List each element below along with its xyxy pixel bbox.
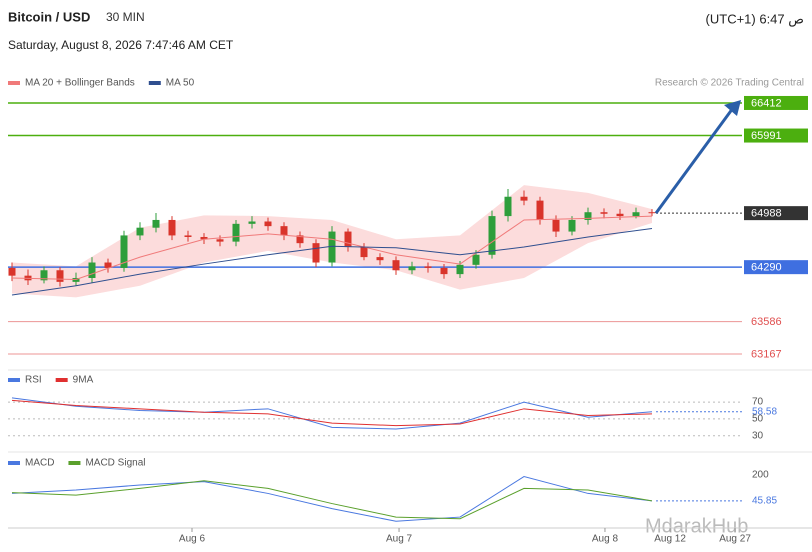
y-tick-label: 200 bbox=[752, 469, 769, 480]
candle-body bbox=[392, 260, 400, 271]
candle-body bbox=[472, 254, 480, 265]
legend-swatch bbox=[8, 378, 20, 382]
legend-swatch bbox=[8, 461, 20, 465]
candle-body bbox=[264, 221, 272, 227]
interval: 30 MIN bbox=[106, 10, 145, 24]
candle-body bbox=[504, 196, 512, 217]
price-level-label: 64988 bbox=[751, 208, 782, 220]
price-level-label: 63167 bbox=[751, 348, 782, 360]
legend-label: MA 50 bbox=[166, 78, 195, 89]
datetime: Saturday, August 8, 2026 7:47:46 AM CET bbox=[8, 38, 234, 52]
candle-body bbox=[456, 264, 464, 275]
candle-body bbox=[88, 262, 96, 278]
candle-body bbox=[136, 227, 144, 236]
x-tick-label: Aug 27 bbox=[719, 534, 751, 545]
x-tick-label: Aug 6 bbox=[179, 534, 206, 545]
legend-swatch bbox=[68, 461, 81, 465]
candle-body bbox=[424, 266, 432, 268]
candle-body bbox=[168, 219, 176, 236]
current-value-label: 58.58 bbox=[752, 406, 777, 417]
candle-body bbox=[616, 213, 624, 217]
candle-body bbox=[552, 219, 560, 232]
candle-body bbox=[584, 212, 592, 220]
legend-label: MA 20 + Bollinger Bands bbox=[25, 78, 135, 89]
candle-body bbox=[536, 200, 544, 220]
candle-body bbox=[408, 266, 416, 271]
candle-body bbox=[648, 212, 656, 214]
candle-body bbox=[328, 231, 336, 263]
candle-body bbox=[632, 212, 640, 217]
candle-body bbox=[152, 219, 160, 228]
candle-body bbox=[312, 243, 320, 263]
y-tick-label: 70 bbox=[752, 397, 764, 408]
candle-body bbox=[232, 223, 240, 242]
candle-body bbox=[280, 226, 288, 236]
watermark: MdarakHub bbox=[645, 515, 748, 537]
price-level-box bbox=[744, 206, 808, 221]
candle-body bbox=[216, 239, 224, 242]
candle-body bbox=[488, 216, 496, 255]
candle-body bbox=[376, 257, 384, 261]
legend-swatch bbox=[148, 81, 161, 85]
price-level-box bbox=[744, 128, 808, 143]
current-value-label: 45.85 bbox=[752, 496, 777, 507]
legend-label: MACD Signal bbox=[85, 458, 145, 469]
price-level-label: 63586 bbox=[751, 316, 782, 328]
candle-body bbox=[56, 270, 64, 282]
candle-body bbox=[440, 267, 448, 275]
price-level-label: 64290 bbox=[751, 262, 782, 274]
y-tick-label: 30 bbox=[752, 430, 764, 441]
indicator-line bbox=[11, 480, 653, 520]
candle-body bbox=[344, 231, 352, 248]
target-arrowhead bbox=[724, 99, 741, 116]
legend-swatch bbox=[8, 81, 20, 85]
legend-label: MACD bbox=[25, 458, 54, 469]
price-level-label: 66412 bbox=[751, 97, 782, 109]
indicator-line bbox=[11, 397, 653, 430]
x-tick-label: Aug 12 bbox=[654, 534, 686, 545]
candle-body bbox=[248, 221, 256, 224]
clock: (UTC+1) ص 6:47 bbox=[706, 11, 804, 27]
candle-body bbox=[184, 235, 192, 237]
price-level-box bbox=[744, 95, 808, 110]
candle-body bbox=[568, 219, 576, 232]
legend-label: 9MA bbox=[73, 375, 94, 386]
legend-label: RSI bbox=[25, 375, 42, 386]
candle-body bbox=[40, 270, 48, 281]
candle-body bbox=[104, 262, 112, 268]
indicator-line bbox=[11, 399, 653, 427]
candle-body bbox=[296, 235, 304, 244]
annotation: Research © 2026 Trading Central bbox=[655, 78, 804, 89]
moving-average bbox=[11, 215, 653, 281]
x-tick-label: Aug 8 bbox=[592, 534, 619, 545]
legend-swatch bbox=[55, 378, 68, 382]
moving-average bbox=[11, 227, 653, 296]
x-tick-label: Aug 7 bbox=[386, 534, 413, 545]
price-level-label: 65991 bbox=[751, 130, 782, 142]
price-level-box bbox=[744, 260, 808, 275]
indicator-line bbox=[11, 476, 653, 522]
candle-body bbox=[8, 267, 16, 276]
y-tick-label: 50 bbox=[752, 414, 764, 425]
title: Bitcoin / USD bbox=[8, 9, 90, 24]
candle-body bbox=[200, 236, 208, 240]
candle-body bbox=[520, 196, 528, 201]
candle-body bbox=[360, 247, 368, 258]
candle-body bbox=[120, 235, 128, 268]
target-arrow bbox=[654, 107, 735, 215]
candle-body bbox=[600, 212, 608, 214]
